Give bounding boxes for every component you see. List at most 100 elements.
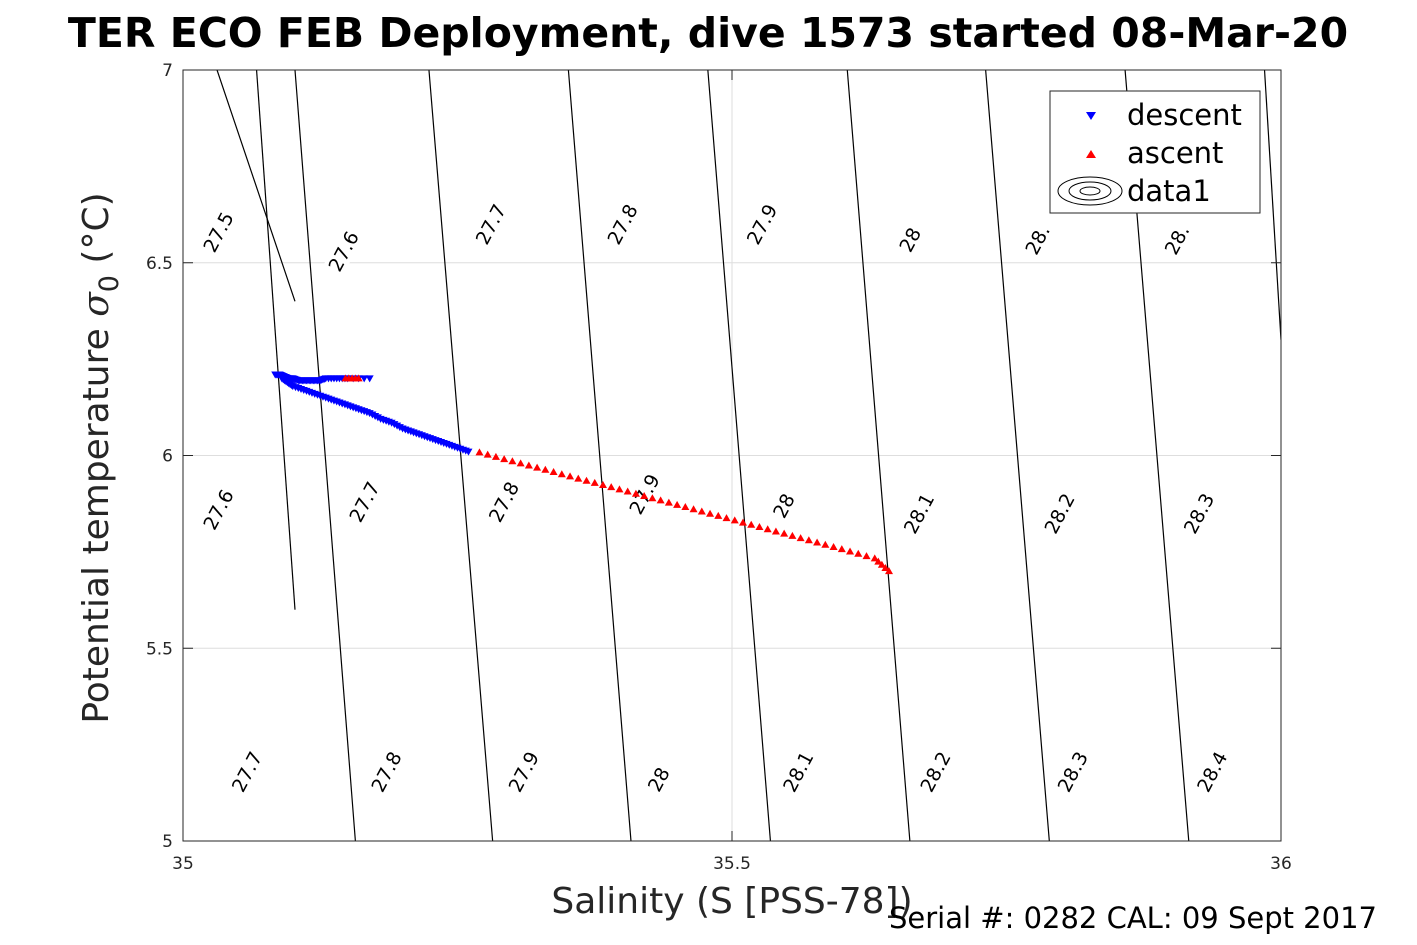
ascent-marker (837, 545, 846, 553)
legend-data1-contour-icon (1057, 176, 1123, 206)
grid (183, 70, 1281, 841)
contour-label-halo (197, 483, 240, 536)
y-tick-label: 5 (162, 832, 173, 852)
ascent-marker (607, 483, 616, 491)
descent-marker (360, 375, 369, 383)
ascent-marker (870, 554, 879, 562)
contour-line-27-7 (294, 70, 356, 841)
ascent-marker (673, 500, 682, 508)
contour-line-28-1 (846, 70, 911, 841)
contour-label-halo (1038, 486, 1081, 540)
legend-box (1049, 90, 1261, 214)
chart-title: TER ECO FEB Deployment, dive 1573 starte… (68, 9, 1348, 57)
ascent-marker (846, 547, 855, 555)
legend: descent ascent data1 (1049, 90, 1261, 214)
legend-descent-label: descent (1127, 98, 1242, 132)
y-axis-ticks: 5 5.5 6 6.5 7 (146, 61, 1281, 852)
contour-line-28-2 (985, 70, 1050, 841)
contour-label-halo (601, 197, 644, 251)
ascent-marker (491, 452, 500, 460)
legend-data1-label: data1 (1127, 174, 1211, 208)
ascent-marker (763, 525, 772, 533)
contour-label-halo (365, 745, 408, 798)
ascent-marker (549, 467, 558, 475)
ascent-marker (516, 459, 525, 467)
ascent-marker (881, 563, 890, 571)
descent-marker (464, 448, 473, 456)
ascent-marker (788, 531, 797, 539)
ascent-marker (706, 509, 715, 517)
ascent-marker (771, 527, 780, 535)
ascent-marker (640, 491, 649, 499)
ascent-marker (681, 503, 690, 511)
contour-line-27-8 (428, 70, 494, 841)
ascent-marker (804, 536, 813, 544)
ascent-marker (508, 457, 517, 465)
legend-ascent-label: ascent (1127, 136, 1223, 170)
ascent-marker (689, 505, 698, 513)
ascent-marker (533, 463, 542, 471)
x-axis-ticks: 35 35.5 36 (172, 70, 1292, 874)
contour-label-halo (1190, 745, 1233, 798)
contour-label-halo (740, 197, 783, 251)
ascent-marker (500, 455, 509, 463)
ascent-marker (354, 374, 363, 382)
ascent-marker (623, 487, 632, 495)
contour-line-27-6 (255, 70, 296, 610)
ascent-marker (598, 480, 607, 488)
ascent-marker (747, 520, 756, 528)
legend-descent-marker (1086, 112, 1096, 120)
ascent-marker (656, 496, 665, 504)
contour-label-halo (776, 745, 819, 798)
contour-label-halo (502, 745, 545, 798)
ascent-marker (755, 523, 764, 531)
contour-label-halo (1018, 218, 1056, 262)
ascent-marker (541, 465, 550, 473)
contour-line-28 (707, 70, 772, 841)
contour-label-halo (225, 745, 268, 798)
contour-label-halo (1158, 218, 1196, 262)
contour-label-halo (914, 745, 957, 798)
contour-line-27-9 (567, 70, 632, 841)
ascent-marker (582, 476, 591, 484)
contour-line-28-4 (1263, 70, 1281, 340)
ascent-marker (813, 538, 822, 546)
contour-line-27-5 (216, 70, 296, 302)
ascent-marker (697, 507, 706, 515)
x-tick-label: 35 (172, 854, 194, 874)
serial-cal-note: Serial #: 0282 CAL: 09 Sept 2017 (889, 901, 1377, 935)
ascent-marker (524, 461, 533, 469)
y-tick-label: 6 (162, 447, 173, 467)
x-tick-label: 35.5 (713, 854, 751, 874)
descent-marker (365, 375, 374, 383)
y-tick-label: 5.5 (146, 639, 173, 659)
ascent-marker (648, 494, 657, 502)
ascent-marker (615, 485, 624, 493)
y-axis-label: Potential temperature σ0 (°C) (76, 192, 125, 723)
contour-label-halo (767, 488, 800, 523)
ascent-marker (483, 450, 492, 458)
ascent-marker (862, 552, 871, 560)
ascent-marker (780, 529, 789, 537)
y-tick-label: 6.5 (146, 254, 173, 274)
ascent-marker (874, 557, 883, 565)
ascent-marker (566, 472, 575, 480)
ascent-marker (722, 514, 731, 522)
ascent-series (341, 374, 894, 575)
ascent-marker (738, 518, 747, 526)
y-tick-label: 7 (162, 61, 173, 81)
ascent-marker (664, 498, 673, 506)
x-axis-label: Salinity (S [PSS-78]) (551, 881, 912, 922)
descent-series (271, 371, 473, 456)
ascent-marker (821, 540, 830, 548)
x-tick-label: 36 (1270, 854, 1292, 874)
contour-label-halo (343, 475, 386, 529)
ascent-marker (829, 542, 838, 550)
ascent-marker (557, 470, 566, 478)
contour-label-halo (197, 205, 240, 259)
ascent-marker (885, 567, 894, 575)
contour-label-halo (1177, 486, 1220, 540)
contour-label-halo (482, 475, 525, 529)
contour-label-halo (469, 197, 512, 251)
